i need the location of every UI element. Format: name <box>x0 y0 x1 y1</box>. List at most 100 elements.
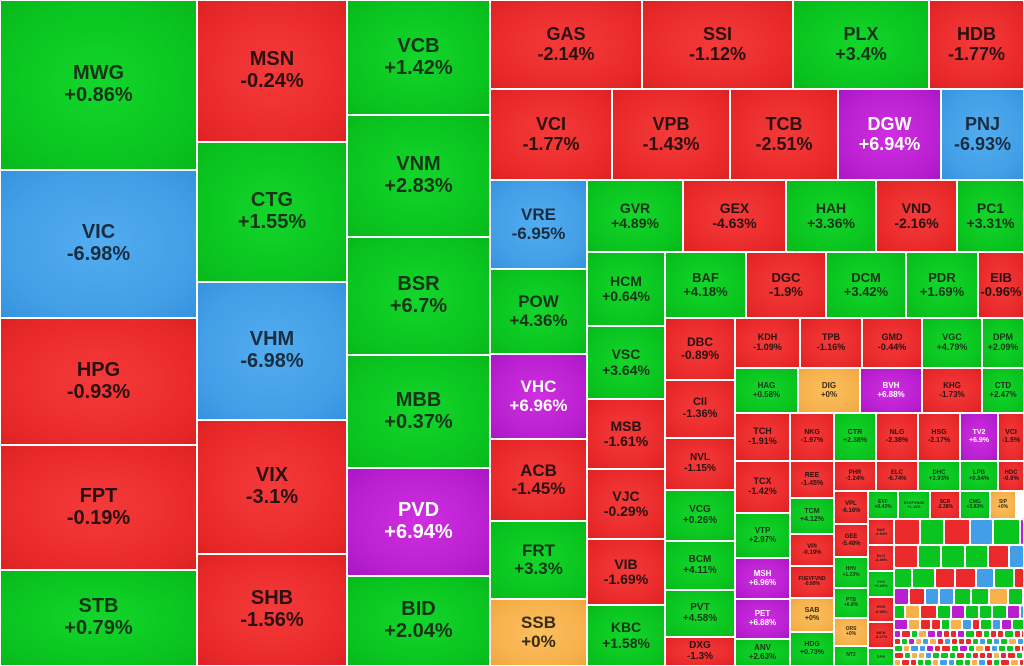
mini-tile[interactable] <box>994 568 1014 588</box>
tile-hsg[interactable]: HSG -2.17% <box>918 413 960 461</box>
tile-dpr[interactable]: DPR <box>868 648 894 666</box>
tile-shb[interactable]: SHB -1.56% <box>197 554 347 666</box>
mini-tile[interactable] <box>911 652 918 659</box>
tile-fuevfvnd[interactable]: FUEVFVND -0.99% <box>790 566 834 598</box>
mini-tile[interactable] <box>965 545 988 568</box>
mini-tile[interactable] <box>911 630 918 638</box>
tile-tcb[interactable]: TCB -2.51% <box>730 89 838 180</box>
tile-ssb[interactable]: SSB +0% <box>490 599 587 666</box>
mini-tile[interactable] <box>1016 652 1023 659</box>
tile-gmd[interactable]: GMD -0.44% <box>862 318 922 368</box>
mini-tile[interactable] <box>979 652 986 659</box>
tile-hag[interactable]: HAG +0.58% <box>735 368 798 413</box>
mini-tile[interactable] <box>998 645 1006 652</box>
mini-tile[interactable] <box>972 619 980 630</box>
tile-ctg[interactable]: CTG +1.55% <box>197 142 347 282</box>
mini-tile[interactable] <box>944 519 970 545</box>
mini-tile[interactable] <box>918 630 927 638</box>
mini-tile[interactable] <box>925 588 939 605</box>
tile-dhc[interactable]: DHC +3.93% <box>918 461 960 491</box>
mini-tile[interactable] <box>932 652 940 659</box>
tile-kbc[interactable]: KBC +1.58% <box>587 605 665 666</box>
mini-tile[interactable] <box>1007 652 1016 659</box>
mini-tile[interactable] <box>908 619 920 630</box>
tile-mwg[interactable]: MWG +0.86% <box>0 0 197 170</box>
mini-tile[interactable] <box>1004 630 1014 638</box>
mini-tile[interactable] <box>903 645 910 652</box>
mini-tile[interactable] <box>927 630 936 638</box>
tile-cmg[interactable]: CMG +3.83% <box>960 491 990 519</box>
tile-hpg[interactable]: HPG -0.93% <box>0 318 197 445</box>
tile-gex[interactable]: GEX -4.63% <box>683 180 786 252</box>
tile-vsc[interactable]: VSC +3.64% <box>587 326 665 399</box>
mini-tile[interactable] <box>975 645 984 652</box>
tile-nt2[interactable]: NT2 <box>834 646 868 666</box>
mini-tile[interactable] <box>1014 645 1021 652</box>
mini-tile[interactable] <box>975 630 983 638</box>
mini-tile[interactable] <box>1019 659 1024 666</box>
tile-msn[interactable]: MSN -0.24% <box>197 0 347 142</box>
mini-tile[interactable] <box>894 659 901 666</box>
mini-tile[interactable] <box>968 645 975 652</box>
tile-gee[interactable]: GEE -5.48% <box>834 524 868 557</box>
mini-tile[interactable] <box>901 638 908 645</box>
mini-tile[interactable] <box>1000 659 1010 666</box>
mini-tile[interactable] <box>941 545 965 568</box>
tile-vgc[interactable]: VGC +4.79% <box>922 318 982 368</box>
tile-e1vfvn30[interactable]: E1VFVN30 +1.11% <box>898 491 930 519</box>
mini-tile[interactable] <box>965 630 975 638</box>
mini-tile[interactable] <box>964 659 971 666</box>
mini-tile[interactable] <box>932 659 939 666</box>
tile-elc[interactable]: ELC -6.74% <box>876 461 918 491</box>
mini-tile[interactable] <box>1007 605 1020 619</box>
tile-kdh[interactable]: KDH -1.09% <box>735 318 800 368</box>
tile-ree[interactable]: REE -1.45% <box>790 461 834 498</box>
mini-tile[interactable] <box>943 630 950 638</box>
mini-tile[interactable] <box>989 588 1008 605</box>
mini-tile[interactable] <box>976 568 994 588</box>
mini-tile[interactable] <box>986 638 993 645</box>
mini-tile[interactable] <box>990 630 997 638</box>
tile-pnj[interactable]: PNJ -6.93% <box>941 89 1024 180</box>
tile-tcm[interactable]: TCM +4.12% <box>790 498 834 534</box>
mini-tile[interactable] <box>905 605 920 619</box>
mini-tile[interactable] <box>962 619 972 630</box>
mini-tile[interactable] <box>894 645 903 652</box>
tile-vre[interactable]: VRE -6.95% <box>490 180 587 269</box>
mini-tile[interactable] <box>1012 619 1024 630</box>
mini-tile[interactable] <box>993 652 1000 659</box>
tile-vnd[interactable]: VND -2.16% <box>876 180 957 252</box>
tile-dbc[interactable]: DBC -0.89% <box>665 318 735 380</box>
mini-tile[interactable] <box>993 638 1000 645</box>
mini-tile[interactable] <box>972 652 979 659</box>
mini-tile[interactable] <box>1009 545 1024 568</box>
tile-bid[interactable]: BID +2.04% <box>347 576 490 666</box>
tile-eib[interactable]: EIB -0.96% <box>978 252 1024 318</box>
tile-pet[interactable]: PET +6.88% <box>735 599 790 639</box>
tile-acb[interactable]: ACB -1.45% <box>490 439 587 521</box>
tile-anv[interactable]: ANV +2.63% <box>735 639 790 666</box>
mini-tile[interactable] <box>978 659 986 666</box>
mini-tile[interactable] <box>979 638 986 645</box>
mini-tile[interactable] <box>894 588 909 605</box>
mini-tile[interactable] <box>901 659 910 666</box>
mini-tile[interactable] <box>988 545 1009 568</box>
mini-tile[interactable] <box>993 519 1020 545</box>
tile-nlg[interactable]: NLG -2.38% <box>876 413 918 461</box>
mini-tile[interactable] <box>951 638 958 645</box>
mini-tile[interactable] <box>984 645 991 652</box>
mini-tile[interactable] <box>910 659 917 666</box>
tile-msh[interactable]: MSH +6.96% <box>735 558 790 599</box>
tile-sab[interactable]: SAB +0% <box>790 598 834 632</box>
tile-vpl[interactable]: VPL -6.16% <box>834 491 868 524</box>
mini-tile[interactable] <box>920 519 944 545</box>
tile-vnm[interactable]: VNM +2.83% <box>347 115 490 237</box>
tile-vpb[interactable]: VPB -1.43% <box>612 89 730 180</box>
mini-tile[interactable] <box>971 588 989 605</box>
mini-tile[interactable] <box>926 645 934 652</box>
mini-tile[interactable] <box>894 630 901 638</box>
tile-stb[interactable]: STB +0.79% <box>0 570 197 666</box>
tile-ssi[interactable]: SSI -1.12% <box>642 0 793 89</box>
mini-tile[interactable] <box>1008 588 1023 605</box>
mini-tile[interactable] <box>920 619 931 630</box>
